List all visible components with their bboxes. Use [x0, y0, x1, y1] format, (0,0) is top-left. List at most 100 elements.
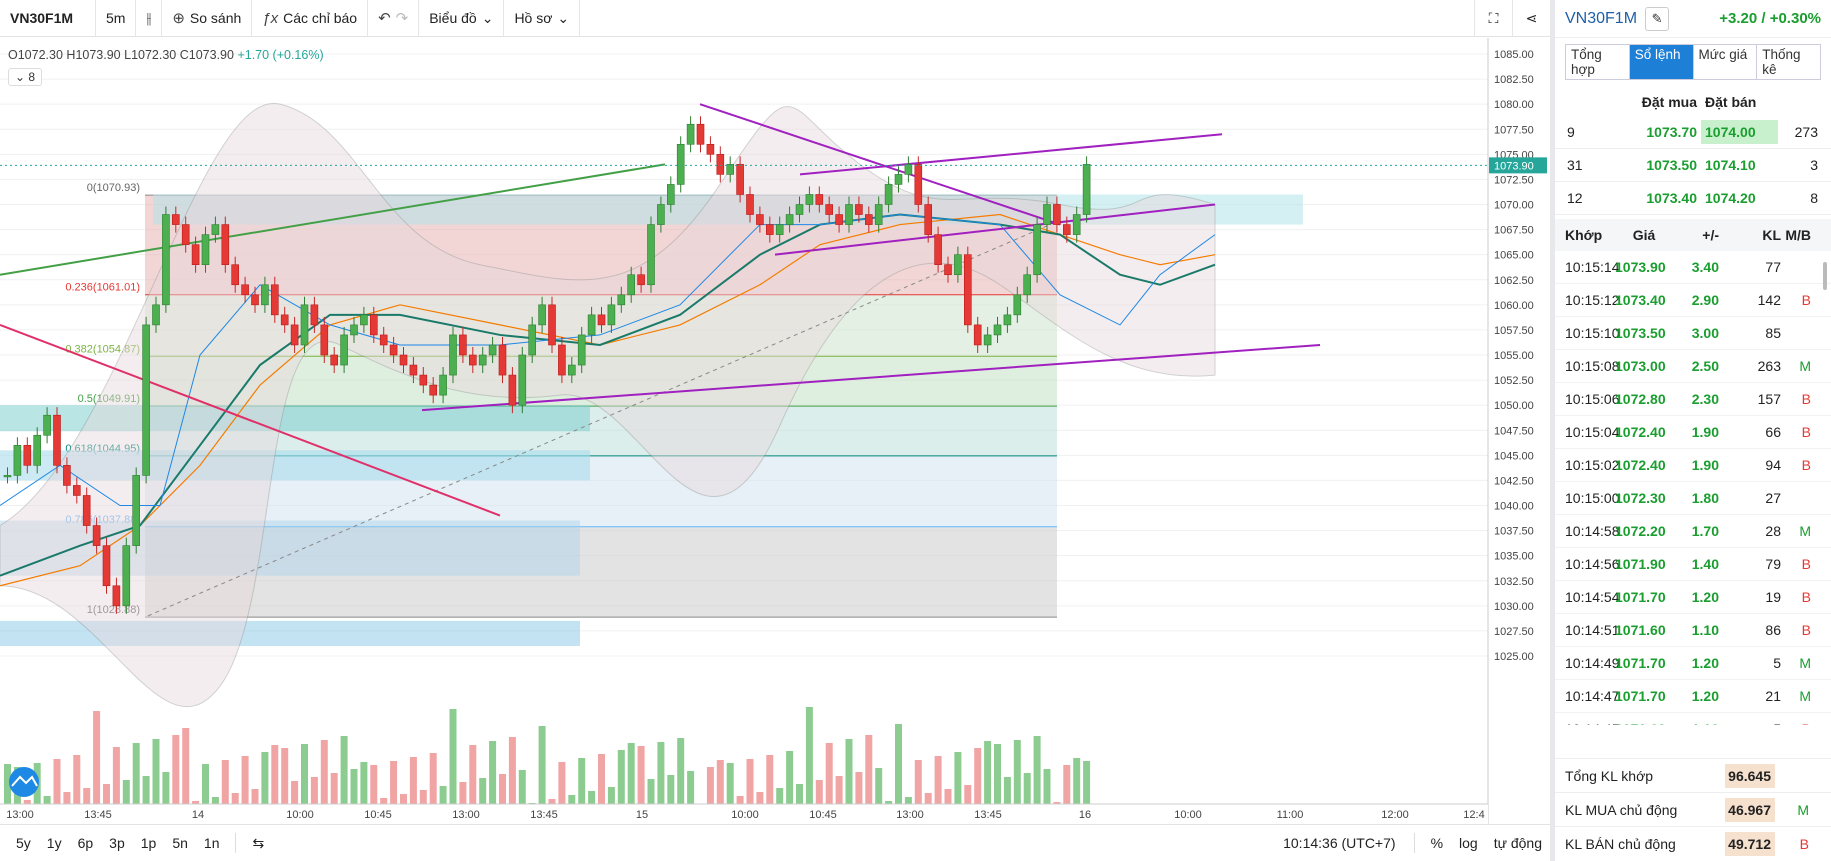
- auto-toggle[interactable]: tự động: [1493, 835, 1542, 851]
- volume-bar: [627, 743, 635, 824]
- trade-change: 1.90: [1691, 457, 1719, 473]
- trade-time: 10:14:54: [1565, 589, 1620, 605]
- ask-price[interactable]: 1074.10: [1705, 157, 1756, 173]
- chart-menu[interactable]: Biểu đồ ⌄: [419, 0, 505, 36]
- trade-volume: 5: [1773, 655, 1781, 671]
- volume-bar: [320, 740, 328, 824]
- candle: [746, 194, 754, 215]
- candle: [1063, 224, 1071, 235]
- ask-price[interactable]: 1074.20: [1705, 190, 1756, 206]
- candle: [944, 264, 952, 276]
- trade-time: 10:14:56: [1565, 556, 1620, 572]
- candle: [231, 264, 239, 286]
- trade-row: 10:14:56 1071.90 1.40 79 B: [1555, 548, 1831, 581]
- chart-area[interactable]: O1072.30 H1073.90 L1072.30 C1073.90 +1.7…: [0, 38, 1550, 824]
- candle: [142, 324, 150, 476]
- tab-orderbook[interactable]: Sổ lệnh: [1629, 45, 1694, 79]
- indicator-toggle[interactable]: ⌄ 8: [8, 68, 43, 86]
- candle: [795, 204, 804, 215]
- summary-side: B: [1799, 835, 1809, 852]
- volume-bar: [895, 724, 902, 824]
- chevron-down-icon: ⌄: [557, 9, 570, 26]
- price-tick: 1077.50: [1494, 124, 1534, 136]
- tab-summary[interactable]: Tổng hợp: [1566, 45, 1630, 79]
- ask-price[interactable]: 1074.00: [1701, 120, 1778, 144]
- bid-price[interactable]: 1073.70: [1646, 124, 1697, 140]
- time-axis-strip: [0, 804, 1488, 824]
- candle: [567, 364, 576, 376]
- indicators-button[interactable]: ƒx Các chỉ báo: [252, 0, 369, 36]
- candle: [518, 354, 527, 406]
- fib-label: 0(1070.93): [87, 182, 140, 194]
- candle: [389, 344, 398, 356]
- summary: Tổng KL khớp 96.645 KL MUA chủ động 46.967 M…: [1555, 758, 1831, 860]
- percent-toggle[interactable]: %: [1430, 835, 1444, 851]
- candle: [211, 224, 220, 235]
- last-price-badge: [1489, 157, 1547, 174]
- volume-bar: [578, 758, 586, 824]
- scrollbar[interactable]: [1823, 262, 1827, 290]
- price-chart[interactable]: 0(1070.93) 0.236(1061.01) 0.382(1054.87) 0.…: [0, 38, 1550, 824]
- trade-side: M: [1799, 523, 1811, 539]
- share-button[interactable]: ⋖: [1512, 0, 1550, 37]
- toolbar-right: ⛶ ⋖: [1474, 0, 1550, 37]
- candle: [379, 334, 388, 346]
- volume-bar: [310, 777, 318, 824]
- price-tick: 1082.50: [1494, 74, 1534, 86]
- candle: [251, 294, 259, 306]
- log-toggle[interactable]: log: [1459, 835, 1478, 851]
- candle: [112, 585, 121, 607]
- range-5y[interactable]: 5y: [16, 835, 31, 851]
- volume-bar: [301, 744, 308, 824]
- interval-button[interactable]: 5m: [96, 0, 137, 36]
- time-tick: 12:00: [1381, 809, 1409, 821]
- bid-price[interactable]: 1073.40: [1646, 190, 1697, 206]
- candle: [934, 234, 942, 266]
- range-1n[interactable]: 1n: [203, 835, 220, 851]
- price-tick: 1085.00: [1494, 49, 1534, 61]
- volume-bar: [726, 763, 734, 824]
- bid-price[interactable]: 1073.50: [1646, 157, 1697, 173]
- orderbook-row: 12 1073.40 1074.20 8: [1555, 182, 1831, 215]
- volume-bar: [716, 760, 724, 824]
- fullscreen-button[interactable]: ⛶: [1474, 0, 1512, 37]
- candle: [617, 294, 626, 306]
- compare-button[interactable]: ⊕ So sánh: [162, 0, 253, 36]
- redo-icon[interactable]: ↷: [395, 10, 409, 27]
- trade-row: 10:14:49 1071.70 1.20 5 M: [1555, 647, 1831, 680]
- fib-zone: [145, 526, 1057, 618]
- range-5n[interactable]: 5n: [172, 835, 188, 851]
- range-1p[interactable]: 1p: [140, 835, 157, 851]
- undo-icon[interactable]: ↶: [378, 10, 391, 27]
- candle: [478, 354, 487, 366]
- range-3p[interactable]: 3p: [109, 835, 125, 851]
- edit-icon[interactable]: ✎: [1645, 6, 1670, 31]
- price-tick: 1065.00: [1494, 250, 1534, 262]
- volume-bar: [865, 735, 873, 824]
- trade-row: 10:14:451071.601.105B: [1555, 713, 1831, 725]
- trendline-purple: [699, 103, 1061, 226]
- time-tick: 13:00: [452, 809, 480, 821]
- trendline-purple: [799, 133, 1223, 176]
- profile-menu[interactable]: Hồ sơ ⌄: [504, 0, 581, 36]
- time-tick: 13:45: [84, 809, 112, 821]
- tab-stats[interactable]: Thống kê: [1762, 47, 1801, 77]
- time-tick: 10:00: [731, 809, 759, 821]
- time-tick: 13:45: [974, 809, 1002, 821]
- volume-bar: [202, 764, 209, 824]
- chart-style-button[interactable]: ⫲: [136, 0, 163, 36]
- volume-bar: [221, 760, 229, 824]
- date-range-icon[interactable]: ⇆: [252, 834, 265, 851]
- candle: [587, 314, 596, 336]
- candle: [172, 214, 180, 225]
- tab-price-level[interactable]: Mức giá: [1694, 45, 1758, 79]
- candle: [558, 344, 566, 376]
- volume-bar: [617, 750, 625, 824]
- candle: [429, 384, 438, 396]
- low-value: 1072.30: [131, 48, 177, 62]
- symbol-search[interactable]: VN30F1M: [0, 0, 96, 36]
- high-value: 1073.90: [75, 48, 121, 62]
- volume-bar: [706, 767, 714, 824]
- range-6p[interactable]: 6p: [77, 835, 94, 851]
- range-1y[interactable]: 1y: [46, 835, 62, 851]
